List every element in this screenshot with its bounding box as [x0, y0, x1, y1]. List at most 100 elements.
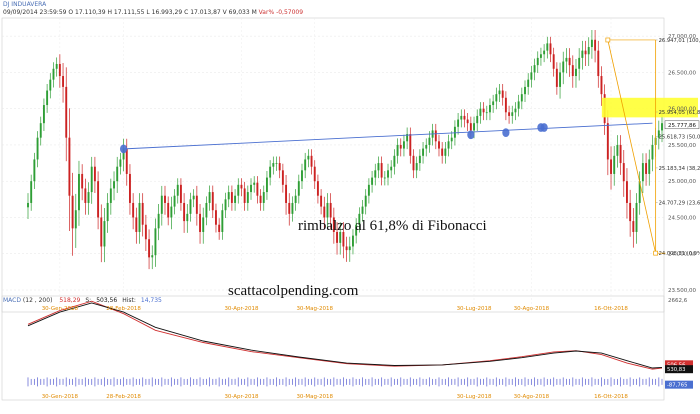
macd-last-value-box — [665, 365, 693, 374]
candle-body — [418, 155, 421, 164]
candle-body — [374, 170, 377, 178]
volume-value: V 69,033 M — [222, 9, 257, 16]
macd-x-tick-label: 16-Ott-2018 — [594, 394, 628, 400]
candle-body — [170, 206, 173, 218]
candle — [221, 203, 224, 240]
candle-body — [237, 184, 240, 196]
candle-body — [202, 217, 205, 232]
candle-body — [559, 72, 562, 87]
candle — [336, 222, 338, 255]
candle-body — [606, 123, 609, 160]
candle-body — [160, 195, 163, 214]
candle — [78, 160, 80, 226]
candle — [243, 181, 246, 211]
price-x-tick-label: 30-Apr-2018 — [224, 306, 259, 312]
candle — [377, 156, 380, 179]
fib-level-label: 25.183,34 (38,2%) — [659, 166, 700, 172]
candle-body — [492, 101, 495, 106]
candle — [132, 193, 135, 230]
candle-body — [167, 202, 170, 218]
candle — [237, 178, 240, 204]
candle — [575, 58, 577, 88]
trendline — [123, 122, 653, 150]
candle-body — [543, 50, 546, 55]
candle — [387, 163, 389, 186]
price-tick-label: 25.500,00 — [668, 143, 696, 149]
candle-body — [186, 213, 189, 222]
candle-body — [524, 86, 526, 95]
candle — [508, 105, 511, 124]
candle-body — [415, 163, 418, 171]
touch-marker — [540, 123, 548, 132]
candle — [415, 156, 418, 179]
candle — [520, 87, 523, 110]
candle-body — [597, 50, 600, 77]
candle-body — [65, 86, 68, 138]
candle — [501, 84, 504, 106]
candle-body — [78, 173, 80, 211]
candle — [492, 94, 495, 113]
candle — [301, 163, 303, 190]
candle — [352, 229, 354, 255]
candle — [619, 135, 622, 175]
candle-body — [412, 155, 415, 171]
macd-last-value-label: 530,83 — [667, 367, 686, 373]
candle — [431, 123, 434, 146]
candle — [275, 156, 278, 171]
candle — [192, 189, 195, 208]
candle-body — [81, 173, 84, 189]
touch-marker — [502, 128, 510, 138]
candle — [374, 163, 377, 186]
candle — [128, 164, 131, 215]
candle — [326, 193, 329, 230]
candle-body — [661, 123, 663, 131]
candle-body — [218, 224, 221, 232]
candle-body — [619, 144, 622, 164]
candle — [164, 185, 166, 215]
candle-body — [441, 148, 444, 156]
candle-body — [30, 181, 33, 203]
candle-body — [211, 192, 214, 211]
candle — [227, 185, 230, 208]
macd-series-line — [27, 300, 663, 370]
candle-body — [387, 170, 389, 178]
candle-body — [498, 90, 501, 95]
candle — [533, 58, 536, 81]
candle-body — [380, 163, 383, 178]
price-tick-label: 25.000,00 — [668, 179, 696, 185]
candle — [106, 193, 109, 233]
candle — [62, 62, 65, 103]
candle-body — [342, 231, 345, 247]
candle — [463, 109, 466, 128]
close-value: C 17.013,87 — [184, 9, 221, 16]
candle-body — [316, 181, 319, 196]
candle — [151, 245, 154, 270]
candle — [291, 196, 294, 222]
candle — [402, 134, 405, 157]
candle — [90, 156, 93, 204]
candle — [390, 160, 393, 179]
candle-body — [103, 221, 106, 247]
candle-body — [501, 90, 504, 98]
candle-body — [310, 155, 313, 167]
candle-body — [119, 159, 122, 167]
candle-body — [562, 61, 565, 73]
high-value: H 17.111,55 — [107, 9, 145, 16]
candle — [253, 176, 256, 193]
candle — [116, 156, 119, 193]
candle — [93, 156, 96, 193]
candle — [584, 40, 587, 67]
candle-body — [52, 68, 55, 80]
candle-body — [482, 108, 485, 113]
macd-x-tick-label: 30-Lug-2018 — [457, 394, 492, 400]
candle — [256, 176, 259, 204]
fib-diagonal — [607, 39, 657, 254]
candle-body — [447, 141, 450, 149]
candle — [539, 47, 542, 66]
price-x-tick-label: 30-Ago-2018 — [514, 306, 550, 312]
candle-body — [132, 202, 135, 218]
candle-body — [297, 181, 300, 196]
candle — [230, 185, 233, 211]
candle-body — [90, 166, 93, 193]
